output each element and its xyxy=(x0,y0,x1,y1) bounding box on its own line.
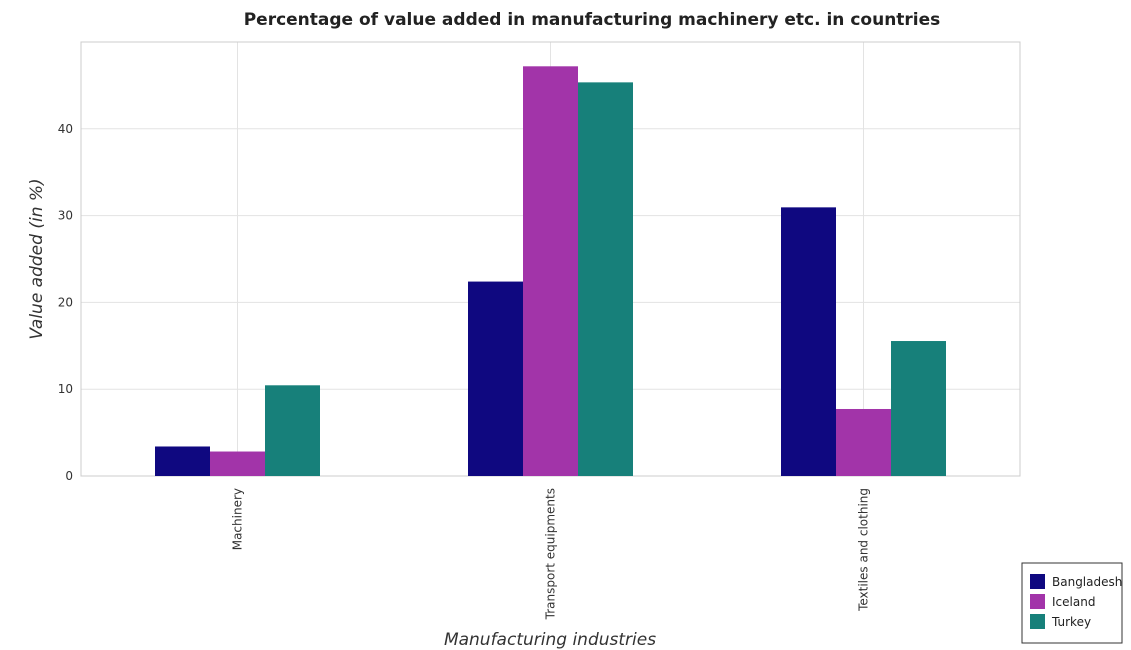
bar-turkey-2 xyxy=(578,82,633,476)
legend-label-iceland: Iceland xyxy=(1052,595,1095,609)
legend-swatch-iceland xyxy=(1030,594,1045,609)
bar-turkey-3 xyxy=(891,341,946,476)
bar-iceland-1 xyxy=(210,451,265,476)
x-tick-label: Machinery xyxy=(231,488,245,550)
y-axis-label: Value added (in %) xyxy=(27,178,47,339)
x-axis-label: Manufacturing industries xyxy=(444,630,656,650)
y-tick-label: 30 xyxy=(58,209,73,223)
y-tick-label: 40 xyxy=(58,122,73,136)
bar-iceland-2 xyxy=(523,66,578,476)
legend-swatch-turkey xyxy=(1030,614,1045,629)
legend-swatch-bangladesh xyxy=(1030,574,1045,589)
bar-bangladesh-2 xyxy=(468,281,523,476)
legend-label-bangladesh: Bangladesh xyxy=(1052,575,1122,589)
y-tick-label: 20 xyxy=(58,295,73,309)
tick-labels: 0 10 20 30 40 Machinery Transport equipments Te… xyxy=(58,122,871,621)
bar-bangladesh-3 xyxy=(781,207,836,476)
bar-turkey-1 xyxy=(265,385,320,476)
bars xyxy=(155,66,946,476)
bar-bangladesh-1 xyxy=(155,446,210,476)
chart-title: Percentage of value added in manufacturi… xyxy=(244,10,941,30)
y-tick-label: 0 xyxy=(65,469,73,483)
x-tick-label: Transport equipments xyxy=(544,488,558,620)
legend-label-turkey: Turkey xyxy=(1051,615,1091,629)
y-tick-label: 10 xyxy=(58,382,73,396)
x-tick-label: Textiles and clothing xyxy=(857,488,871,612)
legend: Bangladesh Iceland Turkey xyxy=(1021,562,1123,644)
bar-iceland-3 xyxy=(836,408,891,476)
